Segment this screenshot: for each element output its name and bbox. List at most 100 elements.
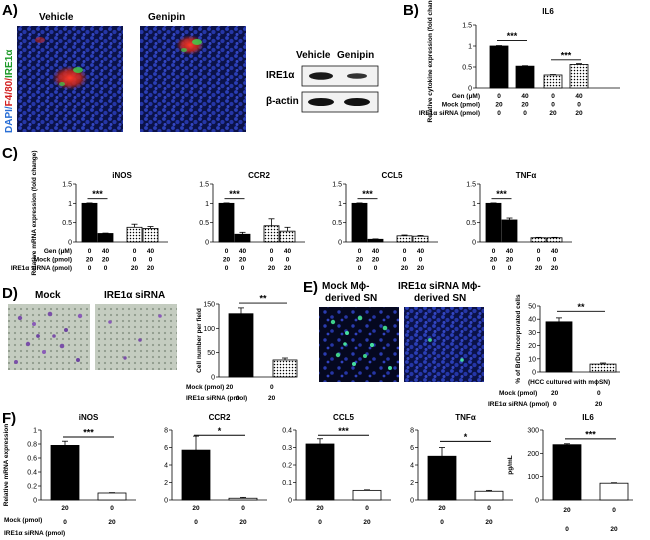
- chart-f-ccr2: CCR2 0 2 4 6 8 *: [164, 413, 267, 505]
- f-condition-rows: Mock (pmol) IRE1α siRNA (pmol): [4, 517, 65, 537]
- condition-value: 0: [551, 93, 555, 100]
- bar: [569, 64, 589, 89]
- chart-title: TNFα: [516, 171, 537, 180]
- f-mock-val: 20: [192, 505, 200, 512]
- y-tick-label: 0.4: [282, 428, 292, 435]
- bar: [181, 449, 211, 501]
- condition-value: 0: [537, 248, 541, 255]
- y-axis-label: Relative mRNA expression: [3, 424, 10, 507]
- condition-value: 20: [575, 110, 583, 117]
- significance-label: ***: [496, 189, 507, 199]
- y-tick-label: 0.8: [27, 442, 37, 449]
- e-mock-row-label: Mock (pmol): [499, 390, 537, 397]
- panel-e-letter: E): [303, 279, 318, 296]
- y-tick-label: 40: [528, 317, 536, 324]
- e-condition-rows: (HCC cultured with mϕSN) Mock (pmol) IRE…: [488, 379, 610, 408]
- condition-value: 0: [553, 257, 557, 264]
- condition-value: 0: [551, 102, 555, 109]
- western-blot: Vehicle Genipin IRE1α β-actin: [266, 50, 379, 113]
- y-tick-label: 100: [527, 474, 539, 481]
- f-mock-val: 20: [438, 505, 446, 512]
- f-row-values: 20 0 0 20 20 0 0 20 20 0 0 20 20 0 0 20 20 0 0 20: [61, 505, 618, 533]
- condition-value: 40: [521, 93, 529, 100]
- f-sirna-val: 0: [565, 526, 569, 533]
- bar: [412, 235, 429, 243]
- y-tick-label: 0: [205, 240, 209, 247]
- y-tick-label: 0: [468, 86, 472, 93]
- condition-value: 20: [268, 265, 276, 272]
- d-sirna-val: 0: [236, 395, 240, 402]
- bar: [126, 226, 143, 243]
- f-sirna-val: 0: [318, 519, 322, 526]
- d-condition-rows: Mock (pmol) IRE1α siRNA (pmol) 20 0 0 20: [186, 384, 276, 402]
- d-mock-val: 0: [270, 384, 274, 391]
- bar: [97, 492, 127, 501]
- y-tick-label: 100: [203, 326, 215, 333]
- panel-a-letter: A): [2, 2, 18, 19]
- significance-label: ***: [585, 429, 596, 439]
- y-tick-label: 0: [472, 240, 476, 247]
- f-sirna-val: 20: [485, 519, 493, 526]
- significance-label: *: [218, 426, 222, 436]
- f-mock-val: 0: [110, 505, 114, 512]
- condition-row-label: Gen (μM): [452, 93, 480, 100]
- y-axis-label: % of BrDu incorporated cells: [515, 294, 522, 384]
- f-sirna-val: 0: [440, 519, 444, 526]
- y-tick-label: 0.1: [282, 480, 292, 487]
- y-tick-label: 1: [33, 428, 37, 435]
- bar: [552, 444, 582, 501]
- condition-value: 20: [535, 265, 543, 272]
- condition-value: 0: [492, 248, 496, 255]
- chart-title: iNOS: [112, 171, 132, 180]
- y-axis-label: pg/mL: [507, 455, 514, 475]
- condition-value: 40: [102, 248, 110, 255]
- bar: [305, 443, 335, 501]
- significance-label: ***: [507, 31, 518, 41]
- y-tick-label: 4: [410, 463, 414, 470]
- chart-c-inos: iNOS 0 0.5 1 1.5 Relative mRNA expression (fo…: [11, 150, 168, 276]
- condition-value: 20: [417, 265, 425, 272]
- chart-b-il6: IL6 0 0.5 1 1.5 Relative cytokine expression …: [419, 0, 620, 122]
- y-tick-label: 0: [535, 498, 539, 505]
- condition-value: 0: [88, 265, 92, 272]
- y-tick-label: 0: [164, 498, 168, 505]
- bar: [279, 230, 296, 243]
- bar: [489, 45, 509, 89]
- wb-band-ire-vehicle: [309, 72, 333, 80]
- chart-title: CCL5: [382, 171, 403, 180]
- y-tick-label: 0.5: [466, 220, 476, 227]
- f-mock-val: 20: [61, 505, 69, 512]
- condition-value: 0: [225, 248, 229, 255]
- condition-value: 0: [374, 265, 378, 272]
- d-sirna-row-label: IRE1α siRNA (pmol): [186, 395, 247, 402]
- condition-value: 0: [358, 248, 362, 255]
- y-tick-label: 0.2: [282, 463, 292, 470]
- d-sirna-image: [95, 304, 177, 370]
- condition-value: 0: [225, 265, 229, 272]
- y-tick-label: 1: [472, 201, 476, 208]
- f-mock-row-label: Mock (pmol): [4, 517, 42, 524]
- condition-value: 0: [133, 248, 137, 255]
- genipin-label: Genipin: [148, 12, 185, 23]
- bar: [474, 490, 504, 501]
- condition-value: 20: [86, 257, 94, 264]
- condition-value: 0: [358, 265, 362, 272]
- bar: [515, 65, 535, 89]
- e-mock-val: 20: [551, 390, 559, 397]
- condition-value: 0: [270, 248, 274, 255]
- condition-row-label: Mock (pmol): [442, 102, 480, 109]
- genipin-image: [140, 26, 246, 132]
- e-note: (HCC cultured with mϕSN): [528, 379, 610, 386]
- y-tick-label: 0: [33, 498, 37, 505]
- condition-value: 20: [401, 265, 409, 272]
- panel-c-letter: C): [2, 145, 18, 162]
- f-mock-val: 20: [316, 505, 324, 512]
- condition-row-label: Gen (μM): [44, 248, 72, 255]
- y-tick-label: 0.3: [282, 445, 292, 452]
- d-mock-image: [8, 304, 90, 370]
- condition-value: 40: [506, 248, 514, 255]
- bar: [352, 489, 382, 501]
- condition-value: 40: [372, 248, 380, 255]
- f-sirna-val: 20: [239, 519, 247, 526]
